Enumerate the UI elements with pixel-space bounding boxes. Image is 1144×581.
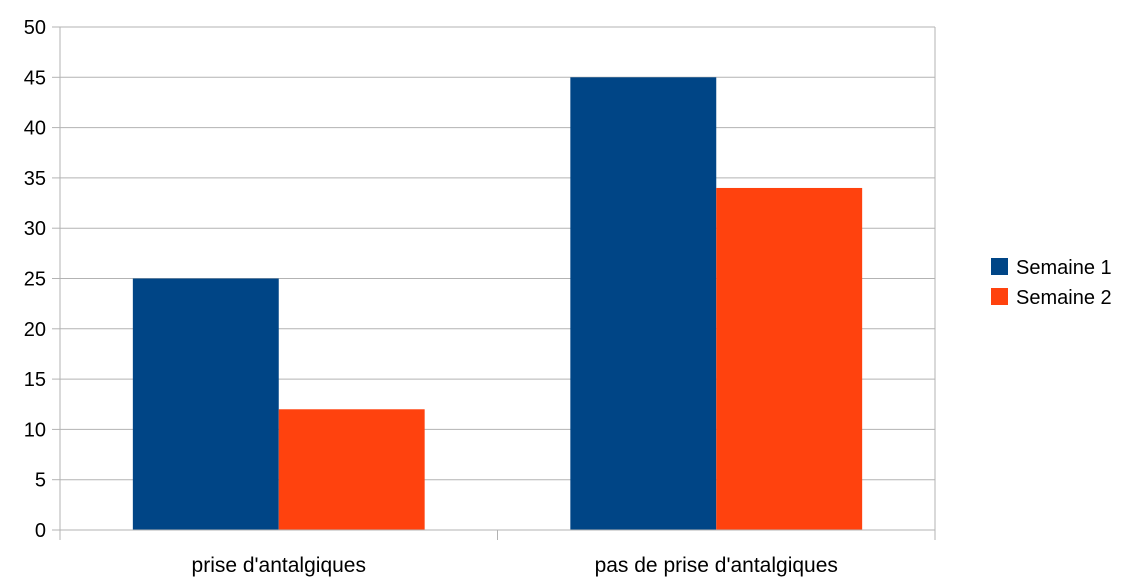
bar-semaine-1-0: [132, 278, 279, 530]
y-tick-label: 25: [24, 269, 46, 291]
legend-swatch: [991, 258, 1008, 275]
legend-swatch: [991, 288, 1008, 305]
x-category-label: pas de prise d'antalgiques: [595, 554, 838, 577]
legend-label: Semaine 1: [1016, 257, 1112, 279]
legend-label: Semaine 2: [1016, 287, 1112, 309]
y-axis-ticks: 0 5 10 15 20 25 30 35 40 45 50: [24, 17, 60, 542]
y-tick-label: 20: [24, 319, 46, 341]
bar-semaine-2-0: [278, 409, 425, 530]
bar-semaine-1-1: [570, 77, 717, 531]
y-tick-label: 15: [24, 369, 46, 391]
bar-semaine-2-1: [716, 187, 863, 530]
y-tick-label: 5: [35, 470, 46, 492]
y-tick-label: 0: [35, 520, 46, 542]
legend: Semaine 1 Semaine 2: [991, 257, 1112, 309]
x-axis-categories: prise d'antalgiques pas de prise d'antalg…: [59, 530, 936, 577]
x-category-label: prise d'antalgiques: [192, 554, 366, 577]
y-tick-label: 35: [24, 168, 46, 190]
y-tick-label: 45: [24, 67, 46, 89]
y-tick-label: 30: [24, 218, 46, 240]
y-tick-label: 50: [24, 17, 46, 39]
y-tick-label: 10: [24, 419, 46, 441]
y-tick-label: 40: [24, 118, 46, 140]
bars: [132, 77, 863, 531]
